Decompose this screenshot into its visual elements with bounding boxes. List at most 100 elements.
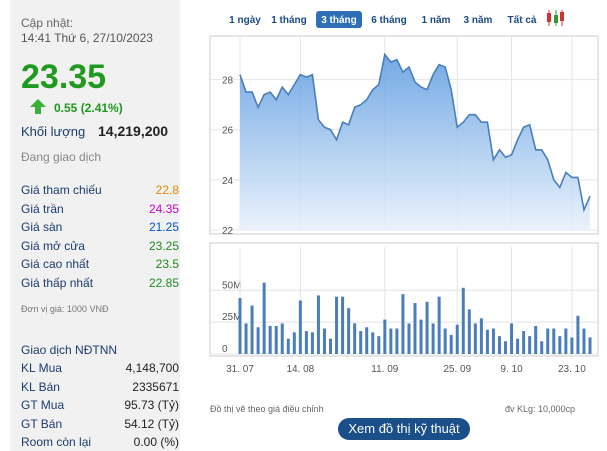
volume-bar [552, 328, 556, 354]
volume-bar [280, 323, 284, 354]
foreign-row: KL Bán 2335671 [21, 380, 179, 394]
price-row: Giá cao nhất 23.5 [21, 257, 179, 271]
volume-bar [437, 296, 441, 354]
tab-active[interactable] [316, 11, 362, 28]
price-row: Giá trần 24.35 [21, 202, 179, 216]
volume-bar [588, 337, 592, 354]
y-tick-label: 26 [222, 126, 234, 137]
volume-bar [413, 303, 417, 354]
foreign-label: GT Mua [21, 398, 65, 412]
y-tick-label: 50M [222, 280, 241, 291]
info-panel: Cập nhật: 14:41 Thứ 6, 27/10/2023 23.35 … [10, 0, 180, 451]
volume-bar [238, 297, 242, 354]
volume-bar [582, 328, 586, 354]
volume-bar [389, 328, 393, 354]
price-row: Giá sàn 21.25 [21, 220, 179, 234]
volume-bar [558, 336, 562, 354]
volume-bar [497, 336, 501, 354]
volume-bar [443, 328, 447, 354]
foreign-value: 95.73 (Tỷ) [124, 398, 179, 412]
volume-bar [329, 338, 333, 354]
tab[interactable]: 3 tháng [321, 15, 357, 26]
volume-bar [244, 323, 248, 354]
volume-bar [401, 294, 405, 354]
foreign-row: GT Bán 54.12 (Tỷ) [21, 417, 179, 431]
price-label: Giá trần [21, 201, 64, 216]
volume-bar [371, 332, 375, 354]
tab[interactable]: 1 năm [422, 15, 451, 26]
volume-bar [268, 325, 272, 354]
price-label: Giá cao nhất [21, 257, 90, 271]
volume-bar [455, 324, 459, 354]
price-row: Giá tham chiếu 22.8 [21, 183, 179, 197]
status: Đang giao dịch [21, 150, 102, 164]
price-row: Giá mở cửa 23.25 [21, 239, 179, 253]
price-value: 23.25 [148, 238, 179, 253]
volume-bar [510, 323, 514, 354]
foreign-label: GT Bán [21, 416, 63, 431]
price-value: 23.5 [155, 257, 179, 271]
volume-bar [528, 336, 532, 354]
y-tick-label: 28 [222, 76, 234, 87]
price-line [239, 52, 591, 213]
volume-bar [359, 331, 363, 354]
foreign-value: 2335671 [132, 379, 179, 394]
price-label: Giá mở cửa [21, 238, 85, 253]
volume-bar [576, 315, 580, 354]
volume-bar [540, 341, 544, 354]
footer-unit: đv KLg: 10,000cp [505, 404, 575, 414]
foreign-label: KL Mua [21, 361, 62, 375]
volume-bar [395, 328, 399, 354]
volume-bar [262, 282, 266, 354]
x-tick-label: 23. 10 [558, 364, 586, 375]
foreign-value: 0.00 (%) [133, 435, 179, 449]
volume-bar [316, 295, 320, 354]
volume-bar [322, 328, 326, 354]
tab[interactable]: 3 năm [464, 15, 493, 26]
volume-bar [419, 319, 423, 354]
foreign-value: 4,148,700 [125, 361, 179, 375]
volume-bar [341, 296, 345, 354]
volume-label: Khối lượng [21, 124, 86, 139]
price-value: 24.35 [148, 201, 179, 216]
y-tick-label: 24 [222, 176, 234, 187]
price-row: Giá thấp nhất 22.85 [21, 276, 179, 290]
foreign-value: 54.12 (Tỷ) [124, 416, 179, 431]
volume-bar [522, 331, 526, 354]
volume-bar [304, 331, 308, 354]
tech-chart-button-label[interactable]: Xem đồ thị kỹ thuật [348, 421, 460, 436]
volume-bar [546, 328, 550, 354]
price: 23.35 [21, 58, 107, 96]
volume-bar [431, 323, 435, 354]
tech-chart-button[interactable] [338, 418, 470, 440]
foreign-label: Room còn lại [21, 435, 92, 449]
price-value: 21.25 [148, 220, 179, 234]
volume-bar [353, 323, 357, 354]
tab[interactable]: 6 tháng [371, 15, 407, 26]
volume-bar [467, 309, 471, 354]
volume-bar [485, 329, 489, 354]
up-arrow [30, 99, 46, 114]
price-value: 22.8 [155, 183, 179, 197]
y-tick-label: 0 [222, 344, 228, 355]
volume-bar [407, 323, 411, 354]
price-label: Giá thấp nhất [21, 275, 94, 290]
foreign-title: Giao dịch NĐTNN [21, 343, 118, 357]
volume-bar [491, 328, 495, 354]
price-value: 22.85 [148, 275, 179, 290]
tab[interactable]: Tất cả [508, 14, 537, 26]
volume-bar [274, 325, 278, 354]
tab[interactable]: 1 tháng [271, 15, 307, 26]
candle-icon[interactable] [547, 10, 564, 26]
updated-time: 14:41 Thứ 6, 27/10/2023 [21, 31, 153, 45]
tab[interactable]: 1 ngày [229, 15, 261, 26]
volume-bar [383, 319, 387, 354]
volume-bar [425, 301, 429, 354]
x-tick-label: 31. 07 [226, 364, 254, 375]
volume-bar [298, 300, 302, 354]
volume-bar [473, 323, 477, 354]
volume-bar [504, 341, 508, 354]
volume-bar [286, 338, 290, 354]
volume-bar [292, 332, 296, 354]
